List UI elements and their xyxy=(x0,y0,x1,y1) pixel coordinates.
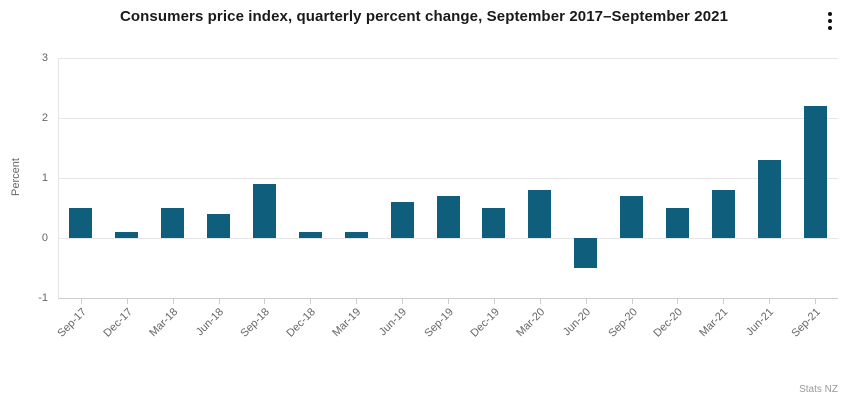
x-axis-label: Sep-20 xyxy=(605,306,640,340)
x-axis-label: Jun-20 xyxy=(561,306,594,339)
x-axis-label: Sep-21 xyxy=(788,306,823,340)
x-axis-label: Dec-17 xyxy=(100,306,135,340)
bar-sep-17[interactable] xyxy=(69,208,92,238)
x-axis-label: Jun-18 xyxy=(194,306,227,339)
y-axis-label: -1 xyxy=(38,292,48,304)
x-axis-tick xyxy=(815,298,816,304)
x-axis-label: Dec-20 xyxy=(650,306,685,340)
gridline-y-1 xyxy=(58,178,838,179)
x-axis-tick xyxy=(723,298,724,304)
x-axis-tick xyxy=(494,298,495,304)
x-axis-tick xyxy=(127,298,128,304)
x-axis-tick xyxy=(264,298,265,304)
x-axis-label: Sep-17 xyxy=(54,306,89,340)
x-axis-tick xyxy=(448,298,449,304)
chart-context-menu-button[interactable] xyxy=(818,8,842,34)
x-axis-tick xyxy=(632,298,633,304)
x-axis-tick xyxy=(402,298,403,304)
bar-jun-21[interactable] xyxy=(758,160,781,238)
x-axis-tick xyxy=(677,298,678,304)
x-axis-tick xyxy=(356,298,357,304)
bar-dec-17[interactable] xyxy=(115,232,138,238)
bar-jun-19[interactable] xyxy=(391,202,414,238)
x-axis-label: Jun-19 xyxy=(377,306,410,339)
x-axis-label: Sep-19 xyxy=(421,306,456,340)
x-axis-tick xyxy=(81,298,82,304)
bar-sep-21[interactable] xyxy=(804,106,827,238)
kebab-menu-icon xyxy=(828,12,832,30)
x-axis-tick xyxy=(310,298,311,304)
bar-mar-20[interactable] xyxy=(528,190,551,238)
y-axis-label: 0 xyxy=(41,232,48,244)
x-axis-tick xyxy=(586,298,587,304)
bar-jun-18[interactable] xyxy=(207,214,230,238)
x-axis-label: Dec-19 xyxy=(467,306,502,340)
bar-sep-20[interactable] xyxy=(620,196,643,238)
bar-sep-18[interactable] xyxy=(253,184,276,238)
y-axis-label: 3 xyxy=(41,52,48,64)
y-axis-label: 2 xyxy=(41,112,48,124)
bar-mar-18[interactable] xyxy=(161,208,184,238)
x-axis-tick xyxy=(769,298,770,304)
y-axis-label: 1 xyxy=(41,172,48,184)
bar-jun-20[interactable] xyxy=(574,238,597,268)
x-axis-label: Dec-18 xyxy=(283,306,318,340)
x-axis-label: Mar-19 xyxy=(330,306,364,340)
credits-link[interactable]: Stats NZ xyxy=(799,384,838,395)
x-axis-tick xyxy=(173,298,174,304)
gridline-y-0 xyxy=(58,238,838,239)
x-axis-label: Mar-18 xyxy=(147,306,181,340)
bar-dec-19[interactable] xyxy=(482,208,505,238)
x-axis-tick xyxy=(219,298,220,304)
bar-dec-18[interactable] xyxy=(299,232,322,238)
x-axis-tick xyxy=(540,298,541,304)
gridline-y-2 xyxy=(58,118,838,119)
bar-mar-21[interactable] xyxy=(712,190,735,238)
x-axis-label: Sep-18 xyxy=(237,306,272,340)
gridline-y-3 xyxy=(58,58,838,59)
y-axis-line xyxy=(58,58,59,298)
x-axis-label: Mar-20 xyxy=(514,306,548,340)
x-axis-label: Mar-21 xyxy=(697,306,731,340)
chart-title: Consumers price index, quarterly percent… xyxy=(119,8,729,25)
bar-sep-19[interactable] xyxy=(437,196,460,238)
bar-dec-20[interactable] xyxy=(666,208,689,238)
x-axis-label: Jun-21 xyxy=(744,306,777,339)
bar-mar-19[interactable] xyxy=(345,232,368,238)
